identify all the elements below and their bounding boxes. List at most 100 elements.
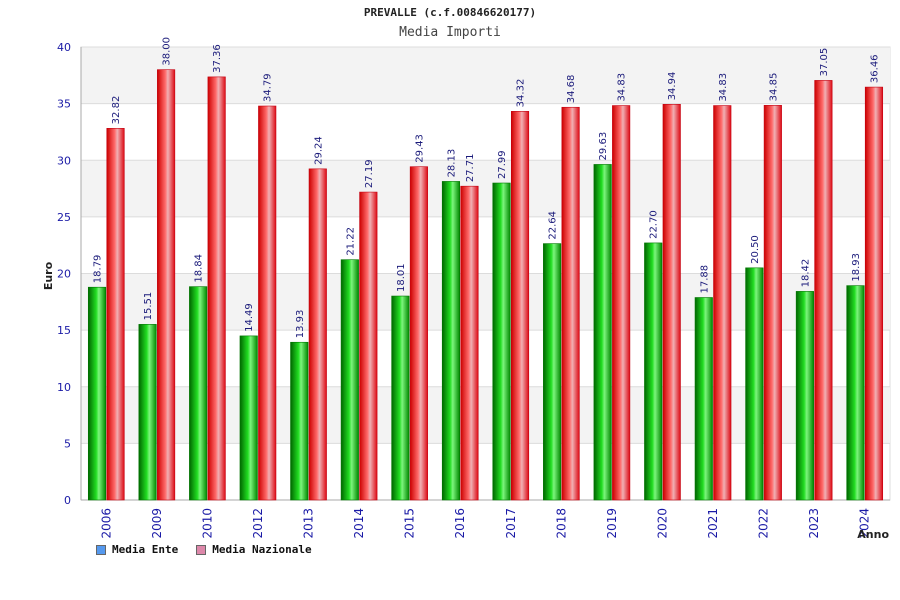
bar-media-nazionale-2021	[713, 105, 732, 501]
x-tick-label-2023: 2023	[807, 508, 821, 539]
data-label-nazionale-2016: 27.71	[465, 154, 476, 183]
bar-media-nazionale-2015	[409, 166, 428, 501]
data-label-ente-2015: 18.01	[396, 263, 407, 292]
x-tick-label-2021: 2021	[706, 508, 720, 539]
data-label-nazionale-2014: 27.19	[364, 159, 375, 188]
data-label-nazionale-2020: 34.94	[667, 72, 678, 101]
x-tick-label-2024: 2024	[858, 508, 872, 539]
data-label-nazionale-2022: 34.85	[768, 73, 779, 102]
data-label-nazionale-2009: 38.00	[162, 37, 173, 66]
data-label-nazionale-2017: 34.32	[516, 79, 527, 108]
data-label-ente-2016: 28.13	[446, 149, 457, 178]
chart-title: PREVALLE (c.f.00846620177)	[363, 6, 537, 19]
data-label-ente-2006: 18.79	[93, 255, 104, 284]
chart-subtitle: Media Importi	[399, 25, 501, 40]
x-tick-label-2015: 2015	[403, 508, 417, 539]
bar-media-ente-2012	[239, 335, 258, 501]
x-tick-label-2019: 2019	[605, 508, 619, 539]
y-tick-label: 40	[57, 41, 71, 54]
data-label-nazionale-2018: 34.68	[566, 75, 577, 104]
bar-media-nazionale-2010	[207, 76, 226, 501]
data-label-ente-2013: 13.93	[295, 310, 306, 339]
x-tick-label-2018: 2018	[554, 508, 568, 539]
bar-media-ente-2018	[543, 243, 562, 501]
data-label-nazionale-2006: 32.82	[111, 96, 122, 125]
bar-media-ente-2017	[492, 182, 511, 501]
y-tick-label: 35	[57, 98, 71, 111]
bar-media-ente-2013	[290, 341, 309, 501]
bar-media-nazionale-2024	[864, 86, 884, 501]
data-label-ente-2012: 14.49	[244, 303, 255, 332]
bar-media-nazionale-2014	[359, 191, 378, 501]
bar-media-nazionale-2009	[157, 69, 176, 501]
data-label-ente-2020: 22.70	[649, 210, 660, 239]
y-tick-label: 5	[64, 437, 71, 450]
bar-media-ente-2015	[391, 295, 410, 501]
y-tick-label: 20	[57, 268, 71, 281]
data-label-nazionale-2010: 37.36	[212, 44, 223, 73]
x-tick-label-2016: 2016	[453, 508, 467, 539]
data-label-nazionale-2013: 29.24	[313, 136, 324, 165]
legend: Media Ente Media Nazionale	[96, 543, 312, 556]
x-tick-label-2022: 2022	[757, 508, 771, 539]
data-label-ente-2009: 15.51	[143, 292, 154, 321]
legend-item-nazionale: Media Nazionale	[196, 543, 312, 556]
data-label-nazionale-2023: 37.05	[819, 48, 830, 77]
bar-media-ente-2009	[138, 324, 157, 501]
bar-media-nazionale-2013	[308, 168, 327, 501]
bar-media-ente-2006	[87, 286, 107, 501]
bar-media-ente-2020	[644, 242, 663, 501]
bar-media-ente-2014	[340, 259, 359, 501]
data-label-ente-2024: 18.93	[851, 253, 862, 282]
x-tick-label-2020: 2020	[655, 508, 669, 539]
bar-media-nazionale-2016	[460, 185, 479, 501]
legend-swatch-ente	[96, 544, 106, 555]
bar-media-ente-2019	[593, 164, 612, 501]
bar-media-nazionale-2012	[258, 105, 277, 501]
x-tick-label-2009: 2009	[150, 508, 164, 539]
bar-media-ente-2023	[795, 291, 814, 501]
x-tick-label-2017: 2017	[504, 508, 518, 539]
bar-media-nazionale-2018	[561, 106, 580, 501]
data-label-ente-2023: 18.42	[800, 259, 811, 288]
bar-media-ente-2024	[846, 285, 865, 501]
y-tick-label: 25	[57, 211, 71, 224]
legend-item-ente: Media Ente	[96, 543, 178, 556]
data-label-ente-2010: 18.84	[194, 254, 205, 283]
legend-swatch-nazionale	[196, 544, 207, 555]
y-tick-label: 15	[57, 324, 71, 337]
bar-media-ente-2016	[441, 181, 461, 501]
x-tick-label-2006: 2006	[99, 508, 113, 539]
data-label-nazionale-2024: 36.46	[869, 54, 880, 83]
bar-media-nazionale-2019	[612, 105, 631, 501]
data-label-ente-2018: 22.64	[548, 211, 559, 240]
x-tick-label-2013: 2013	[302, 508, 316, 539]
y-tick-label: 0	[64, 494, 71, 507]
bar-media-nazionale-2022	[763, 105, 782, 501]
data-label-nazionale-2021: 34.83	[718, 73, 729, 102]
data-label-ente-2017: 27.99	[497, 150, 508, 179]
data-label-nazionale-2015: 29.43	[414, 134, 425, 163]
legend-label-nazionale: Media Nazionale	[212, 543, 312, 556]
data-label-nazionale-2019: 34.83	[617, 73, 628, 102]
bar-media-ente-2021	[694, 297, 713, 501]
data-label-ente-2021: 17.88	[699, 265, 710, 294]
data-label-ente-2022: 20.50	[750, 235, 761, 264]
bar-media-nazionale-2006	[106, 128, 125, 501]
bar-media-ente-2022	[745, 267, 764, 501]
bar-media-nazionale-2020	[662, 104, 681, 501]
data-label-ente-2019: 29.63	[598, 132, 609, 161]
bar-media-nazionale-2017	[510, 111, 530, 501]
x-tick-label-2012: 2012	[251, 508, 265, 539]
y-tick-label: 30	[57, 154, 71, 167]
data-label-nazionale-2012: 34.79	[263, 73, 274, 102]
data-label-ente-2014: 21.22	[345, 227, 356, 256]
legend-label-ente: Media Ente	[112, 543, 179, 556]
x-tick-label-2014: 2014	[352, 508, 366, 539]
y-axis-label: Euro	[42, 261, 55, 290]
y-tick-label: 10	[57, 381, 71, 394]
x-axis-label: Anno	[857, 528, 889, 541]
bar-media-ente-2010	[189, 286, 208, 501]
